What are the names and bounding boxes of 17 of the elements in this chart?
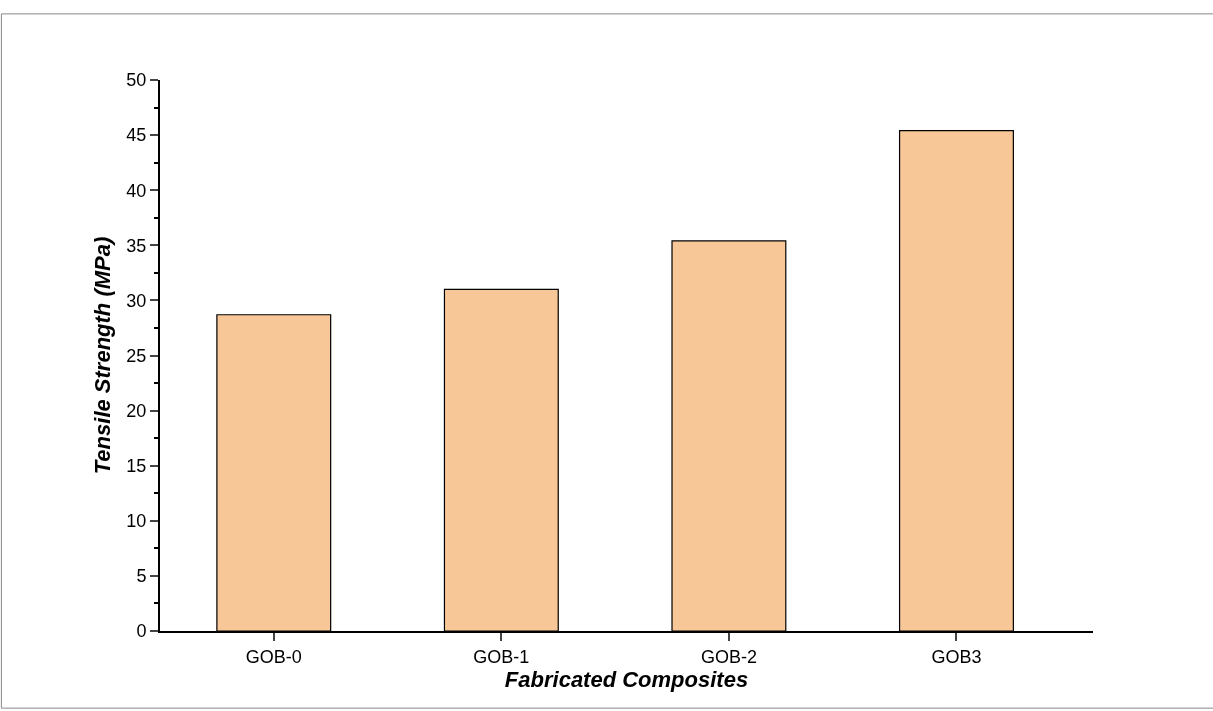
y-tick-label: 30 <box>126 290 147 311</box>
y-tick-label: 50 <box>126 70 147 91</box>
x-axis-title: Fabricated Composites <box>504 666 749 692</box>
x-tick-label: GOB3 <box>931 646 982 667</box>
x-tick-label: GOB-1 <box>473 646 530 667</box>
y-tick-label: 15 <box>126 456 147 476</box>
y-tick-label: 5 <box>136 566 147 587</box>
x-tick-label: GOB-2 <box>700 646 757 667</box>
x-tick-label: GOB-0 <box>245 646 302 667</box>
y-tick-label: 40 <box>126 180 147 201</box>
y-tick-label: 0 <box>136 621 147 642</box>
y-tick-label: 45 <box>126 125 147 146</box>
y-tick-label: 20 <box>126 400 147 421</box>
y-tick-label: 35 <box>126 235 147 256</box>
y-axis-title: Tensile Strength (MPa) <box>89 236 115 475</box>
y-tick-label: 10 <box>126 511 147 532</box>
y-tick-label: 25 <box>126 345 147 366</box>
